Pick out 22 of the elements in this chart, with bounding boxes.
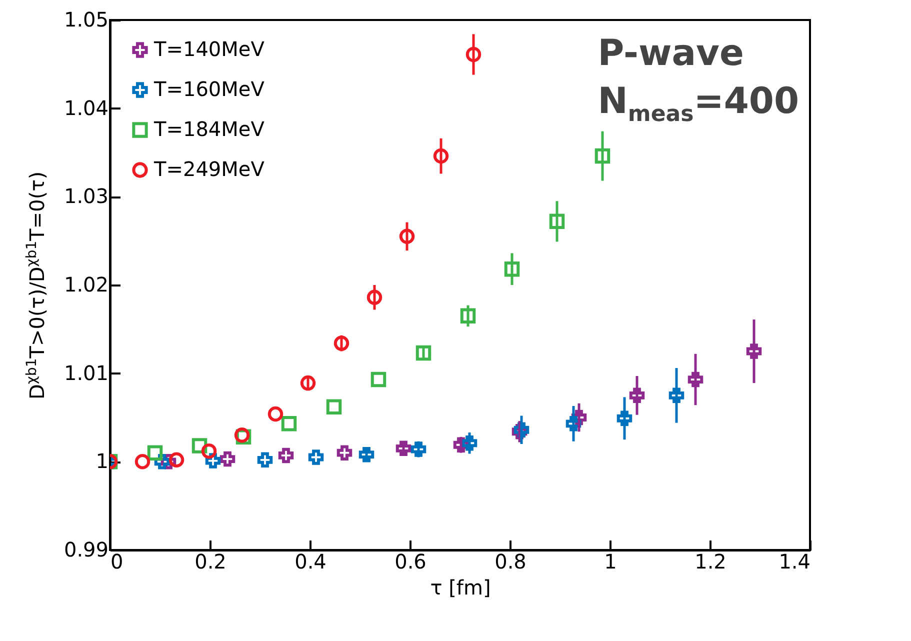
y-tick-label: 1.02	[64, 272, 108, 296]
legend-label: T=249MeV	[153, 157, 265, 181]
annotation: N$_{meas}$=400	[598, 80, 799, 130]
y-tick-label: 0.99	[64, 538, 108, 562]
x-tick-label: 1	[604, 550, 617, 574]
x-tick-label: 0.6	[394, 550, 426, 574]
x-tick-label: 1.2	[694, 550, 726, 574]
legend-label: T=140MeV	[153, 37, 265, 61]
y-tick-label: 1.01	[64, 360, 108, 385]
x-tick-label: 0	[110, 550, 124, 574]
x-tick-label: 0.2	[194, 550, 226, 574]
y-tick-label: 1	[96, 449, 108, 474]
y-tick-label: 1.04	[64, 96, 108, 120]
legend-label: T=184MeV	[153, 117, 265, 141]
x-axis-title: τ [fm]	[430, 576, 491, 600]
y-tick-label: 1.05	[64, 8, 108, 32]
x-tick-label: 1.4	[778, 550, 810, 574]
x-tick-label: 0.8	[494, 550, 526, 574]
y-tick-label: 1.03	[64, 184, 108, 208]
x-tick-label: 0.4	[294, 550, 326, 574]
legend-label: T=160MeV	[153, 77, 265, 101]
annotation: P-wave	[598, 32, 745, 76]
